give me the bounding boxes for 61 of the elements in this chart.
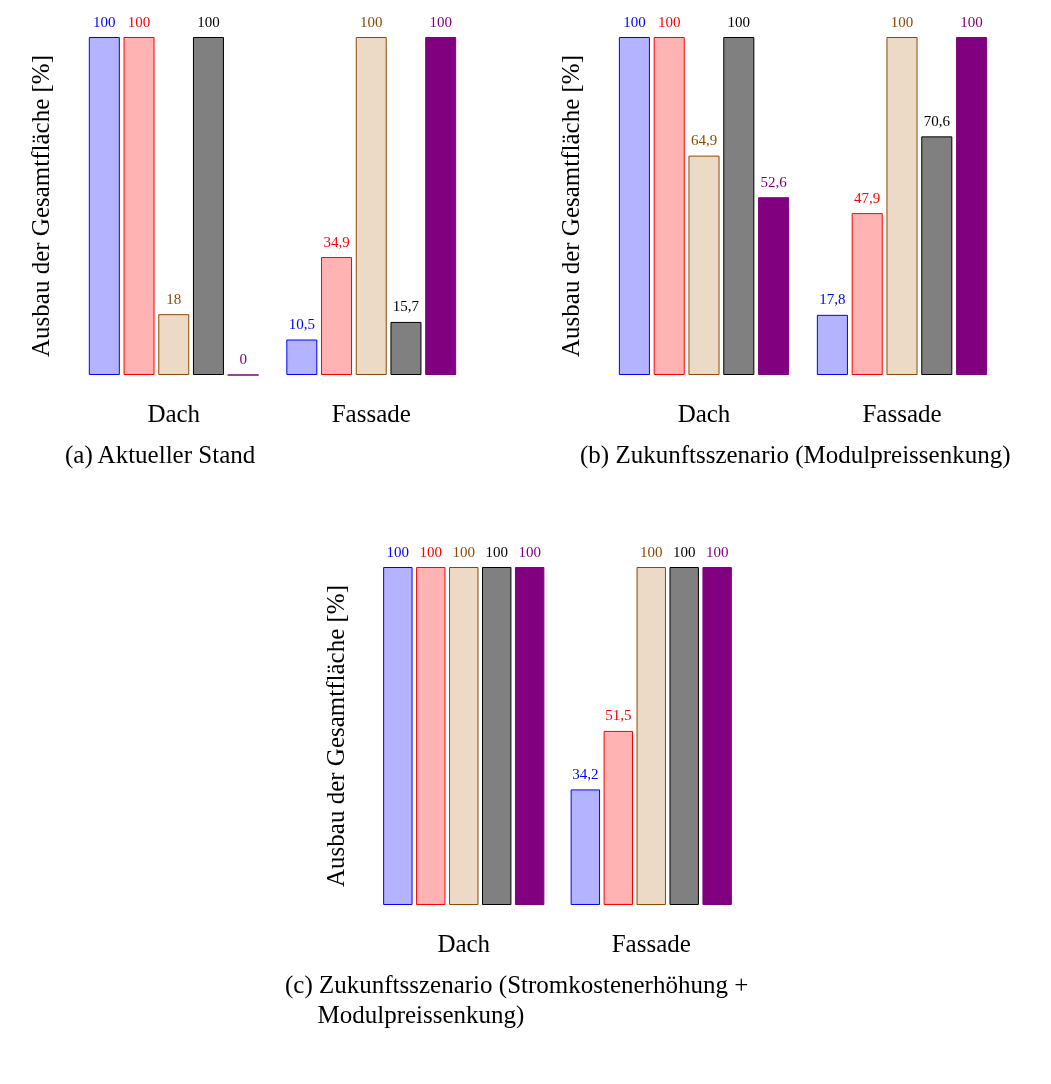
data-label: 100	[197, 13, 220, 30]
bar	[618, 37, 650, 375]
bar	[286, 339, 318, 375]
text: (a) Aktueller Stand	[65, 440, 257, 470]
x-tick-label: Dach	[437, 930, 491, 957]
bar	[321, 257, 353, 375]
data-label: 100	[485, 543, 508, 560]
bar	[851, 213, 883, 375]
text: (c) Zukunftsszenario (Stromkostenerhöhung + Modulpreissenkung)	[285, 970, 750, 1030]
y-axis-title: Ausbau der Gesamtfläche [%]	[557, 55, 584, 357]
x-tick-label: Fassade	[862, 400, 942, 427]
data-label: 18	[166, 290, 182, 307]
data-label: 34,9	[323, 233, 350, 250]
bar	[688, 155, 720, 375]
data-label: 10,5	[288, 316, 315, 333]
data-label: 100	[960, 13, 983, 30]
data-label: 100	[672, 543, 696, 560]
data-label: 100	[452, 543, 475, 560]
data-label: 0	[239, 351, 247, 367]
x-tick-label: Dach	[147, 400, 201, 427]
data-label: 100	[419, 543, 443, 560]
bar	[921, 136, 953, 375]
data-label: 34,2	[572, 765, 599, 782]
y-axis-title: Ausbau der Gesamtfläche [%]	[322, 585, 349, 887]
data-label: 17,8	[819, 291, 846, 308]
data-label: 100	[727, 13, 751, 30]
bar	[192, 37, 224, 375]
bar	[390, 321, 422, 375]
data-label: 100	[890, 13, 914, 30]
x-tick-label: Dach	[677, 400, 731, 427]
data-label: 100	[705, 543, 729, 560]
data-label: 100	[640, 543, 663, 560]
data-label: 100	[360, 13, 383, 30]
data-label: 52,6	[760, 173, 788, 190]
data-label: 51,5	[605, 707, 632, 724]
bar	[653, 37, 685, 375]
bar	[758, 197, 790, 375]
data-label: 15,7	[392, 298, 420, 315]
text: (b) Zukunftsszenario (Modulpreissenkung)	[580, 440, 1012, 470]
x-tick-label: Fassade	[611, 930, 691, 957]
data-label: 64,9	[690, 132, 718, 149]
data-label: 100	[657, 13, 681, 30]
y-axis-title: Ausbau der Gesamtfläche [%]	[27, 55, 54, 357]
data-label: 100	[623, 13, 646, 30]
bar	[816, 314, 848, 375]
data-label: 100	[518, 543, 541, 560]
bar	[425, 37, 457, 375]
bar	[723, 37, 755, 375]
data-label: 100	[127, 13, 151, 30]
data-label: 47,9	[854, 189, 881, 206]
bar	[158, 314, 190, 375]
bar	[355, 37, 387, 375]
bar	[956, 37, 988, 375]
bar	[123, 37, 155, 375]
bar	[886, 37, 918, 375]
x-tick-label: Fassade	[331, 400, 411, 427]
data-label: 100	[93, 13, 116, 30]
data-label: 100	[386, 543, 410, 560]
bar	[88, 37, 120, 375]
data-label: 70,6	[923, 112, 951, 129]
data-label: 100	[429, 13, 452, 30]
